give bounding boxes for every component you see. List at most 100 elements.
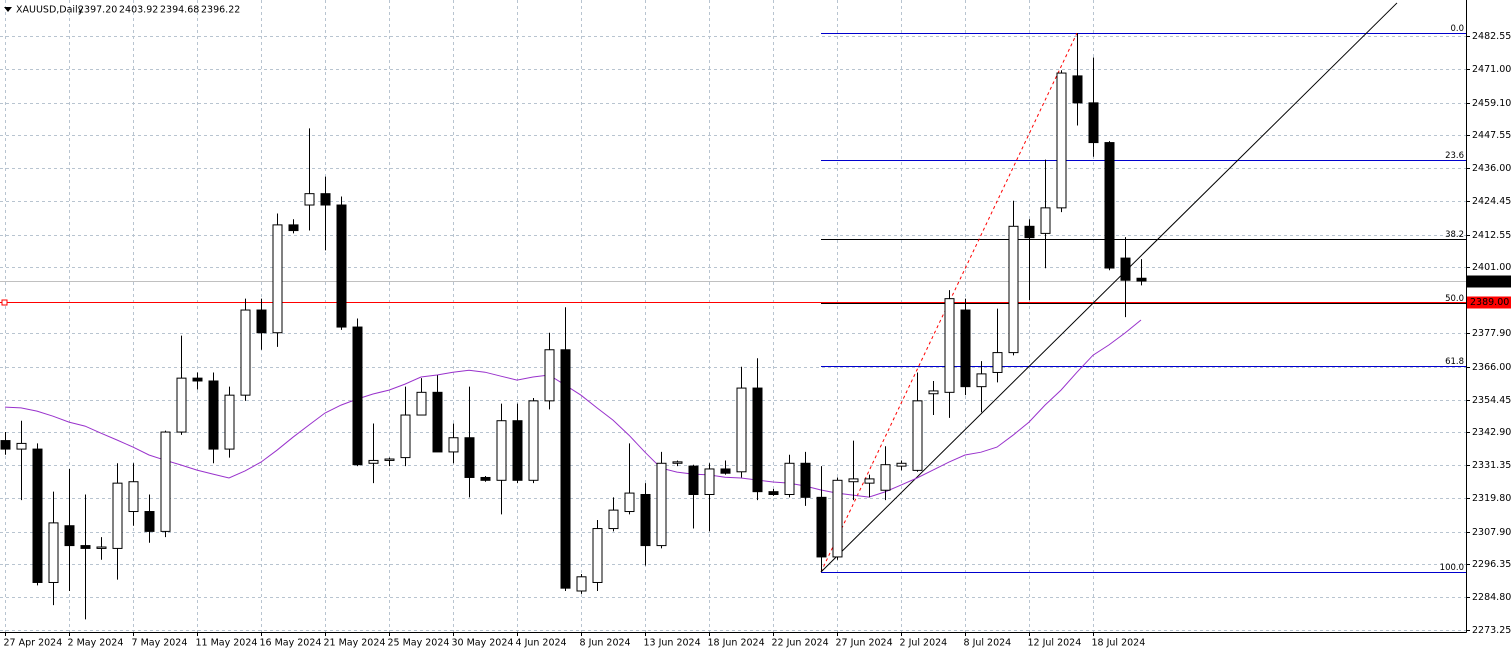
y-tick-label: 2331.35 (1472, 460, 1511, 471)
candle-body (256, 309, 267, 334)
x-tick-label: 11 May 2024 (196, 638, 258, 649)
candle-body (288, 224, 299, 232)
candle-body (672, 461, 683, 464)
candle-body (960, 309, 971, 388)
candle-body (528, 400, 539, 481)
candle-body (416, 391, 427, 416)
y-tick-label: 2354.45 (1472, 395, 1511, 406)
candle-body (368, 459, 379, 464)
fib-label: 23.6 (1445, 151, 1464, 161)
candle-body (384, 458, 395, 461)
candle-body (1024, 225, 1035, 239)
x-tick-label: 7 May 2024 (132, 638, 188, 649)
candle-body (640, 493, 651, 547)
candle-body (512, 420, 523, 481)
y-tick-label: 2424.45 (1472, 196, 1511, 207)
x-tick-label: 4 Jun 2024 (516, 638, 567, 649)
fib-label: 0.0 (1450, 24, 1464, 34)
candle-body (576, 576, 587, 592)
header-value: 2394.68 (160, 5, 199, 16)
alert-label-bg (1467, 296, 1511, 309)
candle-body (544, 349, 555, 402)
candle-body (144, 511, 155, 532)
candle-body (1136, 277, 1147, 282)
x-tick-label: 18 Jun 2024 (708, 638, 765, 649)
moving-average (4, 319, 1142, 498)
header-value: 2397.20 (78, 5, 117, 16)
x-tick-label: 21 May 2024 (324, 638, 386, 649)
y-tick-label: 2482.55 (1472, 31, 1511, 42)
candle-body (272, 224, 283, 334)
candle-body (624, 492, 635, 513)
candle-body (0, 440, 11, 450)
candle-body (688, 465, 699, 495)
x-tick-label: 2 Jul 2024 (900, 638, 948, 649)
candle-body (976, 373, 987, 388)
bid-label: 2396.22 (1470, 276, 1509, 287)
x-tick-label: 30 May 2024 (452, 638, 514, 649)
candle-body (304, 193, 315, 206)
candle-body (784, 462, 795, 495)
candle-body (560, 349, 571, 589)
candle-body (496, 420, 507, 481)
candle-body (592, 528, 603, 583)
y-tick-label: 2273.25 (1472, 625, 1511, 636)
candle-body (800, 462, 811, 498)
y-tick-label: 2436.00 (1472, 163, 1511, 174)
candle-body (1008, 225, 1019, 354)
y-tick-label: 2459.10 (1472, 98, 1511, 109)
x-tick-label: 8 Jul 2024 (964, 638, 1012, 649)
candle-body (352, 326, 363, 466)
candle-body (1040, 207, 1051, 234)
candle-body (480, 476, 491, 481)
candle-body (464, 437, 475, 478)
header-value: 2396.22 (201, 5, 240, 16)
candle-body (32, 448, 43, 583)
symbol: XAUUSD,Daily (16, 5, 84, 16)
candle-body (992, 352, 1003, 373)
candle-body (1072, 75, 1083, 104)
candle-body (320, 193, 331, 206)
y-tick-label: 2471.00 (1472, 64, 1511, 75)
grid (0, 0, 1466, 632)
candle-body (848, 478, 859, 483)
bid-label-bg (1467, 275, 1511, 288)
candles (0, 33, 1147, 620)
candle-body (1120, 257, 1131, 281)
menu-triangle[interactable] (4, 7, 12, 12)
alert-label: 2389.00 (1470, 297, 1509, 308)
candle-body (720, 468, 731, 474)
candle-body (880, 464, 891, 491)
candle-body (432, 391, 443, 453)
y-tick-label: 2307.90 (1472, 527, 1511, 538)
candle-body (1088, 102, 1099, 144)
x-tick-label: 12 Jul 2024 (1028, 638, 1082, 649)
overlay: 0.0 23.6 38.2 50.0 61.8 100.0 (0, 2, 1466, 573)
x-tick-label: 22 Jun 2024 (772, 638, 829, 649)
candle-body (336, 204, 347, 328)
x-tick-label: 8 Jun 2024 (580, 638, 631, 649)
y-tick-label: 2284.80 (1472, 592, 1511, 603)
candle-body (48, 522, 59, 583)
candle-body (816, 496, 827, 558)
candle-body (240, 309, 251, 396)
candle-body (208, 380, 219, 450)
fib-label: 100.0 (1440, 563, 1464, 573)
candle-body (832, 479, 843, 558)
header-value: 2403.92 (119, 5, 158, 16)
y-tick-label: 2319.80 (1472, 493, 1511, 504)
candle-body (752, 387, 763, 493)
alert-handle (1, 299, 8, 306)
candle-body (64, 525, 75, 547)
y-tick-label: 2401.00 (1472, 262, 1511, 273)
candle-body (192, 377, 203, 382)
candle-body (448, 437, 459, 453)
candle-body (176, 377, 187, 433)
y-tick-label: 2377.90 (1472, 328, 1511, 339)
candle-body (944, 298, 955, 393)
candle-body (736, 387, 747, 473)
x-tick-label: 25 May 2024 (388, 638, 450, 649)
